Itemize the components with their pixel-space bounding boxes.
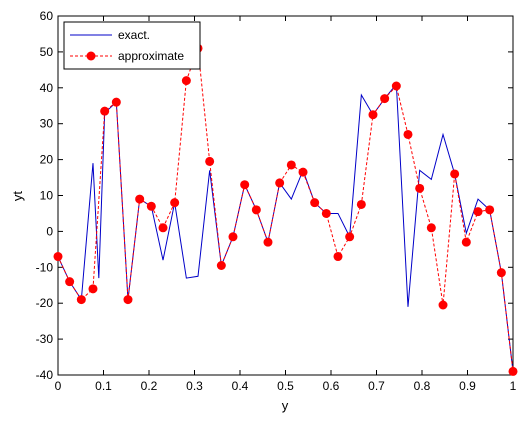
- series-approximate-point: [170, 198, 180, 208]
- y-tick-label: 40: [40, 81, 54, 95]
- series-approximate-point: [310, 198, 320, 208]
- series-approximate-point: [135, 194, 145, 204]
- x-tick-label: 0.3: [186, 379, 203, 393]
- series-approximate-point: [473, 207, 483, 217]
- x-tick-label: 0.2: [141, 379, 158, 393]
- series-approximate-point: [403, 129, 413, 139]
- series-approximate-point: [368, 110, 378, 120]
- series-approximate-point: [321, 208, 331, 218]
- series-approximate-point: [216, 261, 226, 271]
- x-tick-label: 0.6: [323, 379, 340, 393]
- x-axis-label: y: [282, 398, 289, 413]
- series-approximate-point: [275, 178, 285, 188]
- y-tick-label: 20: [40, 153, 54, 167]
- series-approximate-point: [333, 252, 343, 262]
- series-approximate-point: [286, 160, 296, 170]
- x-tick-label: 0.8: [414, 379, 431, 393]
- series-approximate-point: [263, 237, 273, 247]
- y-axis-label: yt: [10, 191, 25, 202]
- series-approximate-point: [496, 268, 506, 278]
- series-approximate-point: [345, 232, 355, 242]
- x-axis-ticks: 0 0.1 0.2 0.3 0.4 0.5 0.6 0.7 0.8 0.9 1: [55, 16, 517, 393]
- series-approximate-point: [415, 183, 425, 193]
- series-approximate-point: [146, 201, 156, 211]
- legend-approximate-marker: [86, 51, 96, 61]
- y-axis-ticks: -40 -30 -20 -10 0 10 20 30 40 50 60: [36, 9, 513, 382]
- series-approximate-point: [205, 156, 215, 166]
- legend-box: [63, 21, 201, 70]
- series-approximate-point: [251, 205, 261, 215]
- series-approximate-point: [181, 76, 191, 86]
- y-tick-label: -10: [36, 260, 54, 274]
- series-approximate-point: [111, 97, 121, 107]
- series-approximate-point: [508, 366, 518, 376]
- y-tick-label: 30: [40, 117, 54, 131]
- y-tick-label: -20: [36, 296, 54, 310]
- series-approximate-point: [391, 81, 401, 91]
- series-approximate-point: [100, 106, 110, 116]
- series-approximate-point: [228, 232, 238, 242]
- series-approximate-point: [426, 223, 436, 233]
- series-approximate-point: [485, 205, 495, 215]
- series-approximate-point: [53, 252, 63, 262]
- y-tick-label: 10: [40, 189, 54, 203]
- y-tick-label: -40: [36, 368, 54, 382]
- x-tick-label: 0.4: [232, 379, 249, 393]
- series-approximate-point: [123, 295, 133, 305]
- x-tick-label: 0.9: [459, 379, 476, 393]
- series-approximate-point: [298, 167, 308, 177]
- series-approximate-point: [158, 223, 168, 233]
- legend-exact-label: exact.: [118, 28, 150, 42]
- series-approximate-point: [240, 180, 250, 190]
- series-approximate-point: [461, 237, 471, 247]
- y-tick-label: 60: [40, 9, 54, 23]
- series-layer: [53, 43, 518, 376]
- series-approximate-point: [88, 284, 98, 294]
- x-tick-label: 1: [510, 379, 517, 393]
- x-tick-label: 0.1: [95, 379, 112, 393]
- legend-approximate-label: approximate: [118, 49, 184, 63]
- x-tick-label: 0.7: [368, 379, 385, 393]
- series-approximate-point: [65, 277, 75, 287]
- legend: exact. approximate: [63, 21, 201, 70]
- series-approximate-line: [57, 48, 514, 372]
- plot-area: [57, 15, 514, 376]
- series-approximate-point: [356, 199, 366, 209]
- series-approximate-point: [438, 300, 448, 310]
- y-tick-label: -30: [36, 332, 54, 346]
- y-tick-label: 50: [40, 45, 54, 59]
- y-tick-label: 0: [46, 224, 53, 238]
- series-approximate-point: [76, 295, 86, 305]
- series-approximate-point: [450, 169, 460, 179]
- x-tick-label: 0: [55, 379, 62, 393]
- x-tick-label: 0.5: [277, 379, 294, 393]
- series-approximate-point: [380, 94, 390, 104]
